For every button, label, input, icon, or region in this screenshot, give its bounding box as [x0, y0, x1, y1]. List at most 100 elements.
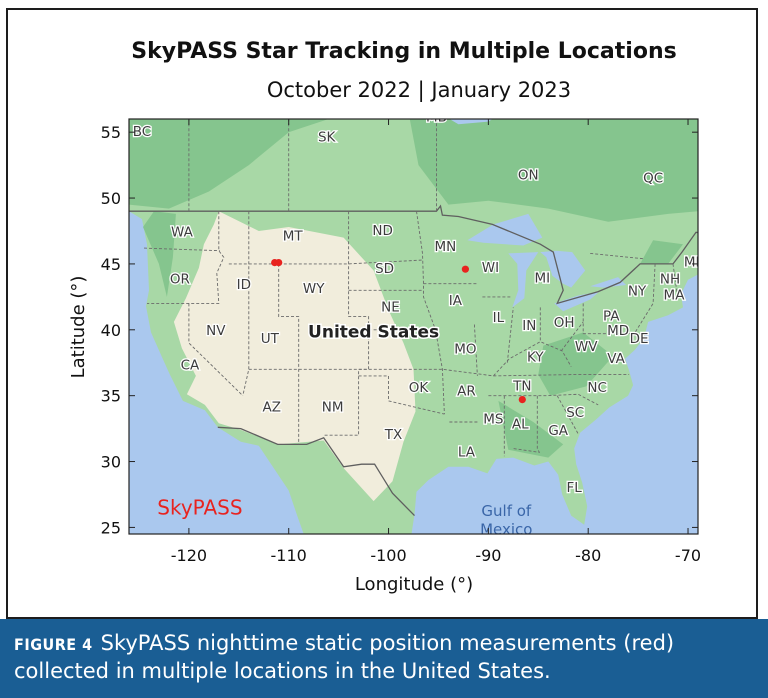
state-label: MN [435, 239, 457, 255]
forest-region [143, 211, 176, 297]
state-label: TX [384, 427, 403, 443]
caption-text: SkyPASS nighttime static position measur… [14, 631, 675, 683]
state-label: MI [534, 270, 550, 286]
forest-region [538, 332, 614, 396]
lake [449, 119, 493, 125]
basemap-labels: BC SK MB ON QC WA MT ND MN ME OR ID SD WI MI NH WY NY MA NE… [132, 110, 704, 539]
figure-caption: FIGURE 4 SkyPASS nighttime static positio… [0, 619, 768, 698]
state-label: PA [603, 309, 620, 325]
state-label: GA [548, 423, 568, 439]
state-label: NM [322, 400, 344, 416]
state-label: IA [449, 293, 463, 309]
basemap [129, 119, 698, 534]
state-label: MS [483, 411, 503, 427]
state-border [590, 252, 644, 260]
y-tick-label: 40 [101, 321, 121, 340]
y-tick-label: 45 [101, 255, 121, 274]
forest-region [498, 400, 564, 458]
state-label: OH [554, 315, 575, 331]
water-label: Gulf of [481, 502, 532, 520]
state-border [322, 211, 370, 436]
chart-subtitle: October 2022 | January 2023 [267, 78, 571, 103]
state-label: UT [261, 331, 280, 347]
arid-region [173, 211, 416, 502]
state-border [416, 211, 445, 415]
skypass-annotation: SkyPASS [157, 496, 242, 520]
y-axis: 25 30 35 40 45 50 55 [101, 123, 698, 537]
state-border [560, 321, 584, 352]
state-label: QC [643, 170, 663, 186]
state-label: SD [375, 261, 394, 277]
state-label: AZ [262, 400, 280, 416]
state-label: ME [684, 255, 704, 271]
x-tick-label: -90 [475, 546, 501, 565]
forest-region [129, 119, 329, 209]
x-tick-label: -100 [370, 546, 406, 565]
state-label: DE [630, 331, 649, 347]
state-border [506, 307, 514, 363]
state-border [358, 375, 445, 415]
state-label: NH [660, 272, 680, 288]
forest-region [409, 119, 698, 222]
y-tick-label: 50 [101, 189, 121, 208]
state-label: MA [664, 288, 686, 304]
state-label: OK [409, 380, 430, 396]
state-label: WV [575, 339, 598, 355]
state-label: NE [381, 299, 400, 315]
state-border [488, 393, 599, 406]
y-tick-label: 30 [101, 453, 121, 472]
state-label: ND [372, 223, 393, 239]
state-label: MO [454, 342, 476, 358]
state-border [278, 263, 300, 445]
state-label: WI [482, 260, 499, 276]
forest-region [640, 240, 683, 264]
state-border [556, 395, 579, 435]
state-label: CA [181, 357, 200, 373]
lake [540, 250, 586, 288]
country-border [217, 426, 415, 517]
chart-title: SkyPASS Star Tracking in Multiple Locati… [131, 39, 676, 64]
state-label: SC [566, 405, 584, 421]
state-border [242, 211, 250, 396]
state-label: FL [567, 480, 583, 496]
data-point [461, 265, 469, 273]
data-point [518, 396, 526, 404]
country-border [129, 204, 698, 305]
x-axis-label: Longitude (°) [355, 574, 473, 595]
data-point [275, 259, 283, 267]
water-label: Mexico [480, 521, 532, 539]
state-label: NC [587, 380, 607, 396]
state-label: BC [133, 124, 151, 140]
state-label: IN [522, 318, 536, 334]
x-tick-label: -110 [271, 546, 307, 565]
state-border [582, 303, 631, 335]
x-tick-label: -120 [171, 546, 207, 565]
state-border [473, 324, 478, 376]
lake [590, 277, 627, 288]
state-label: IL [493, 310, 505, 326]
state-label: TN [512, 378, 531, 394]
chart-figure: SkyPASS Star Tracking in Multiple Locati… [68, 39, 704, 595]
state-border [147, 211, 225, 304]
state-border [248, 368, 630, 377]
x-tick-label: -70 [675, 546, 701, 565]
y-axis-label: Latitude (°) [68, 276, 89, 379]
state-label: WA [171, 224, 194, 240]
state-border [512, 395, 541, 453]
state-border [634, 263, 656, 333]
state-label: KY [527, 350, 544, 366]
state-label: MT [283, 228, 304, 244]
y-tick-label: 55 [101, 123, 121, 142]
state-label: VA [607, 351, 625, 367]
lake [554, 291, 600, 312]
lake [508, 252, 539, 308]
y-tick-label: 35 [101, 387, 121, 406]
caption-label: FIGURE 4 [14, 635, 93, 654]
state-label: MD [607, 323, 629, 339]
country-label: United States [308, 322, 439, 342]
state-border [143, 247, 220, 252]
state-label: ID [237, 277, 251, 293]
state-label: AR [457, 384, 476, 400]
state-label: NV [206, 323, 226, 339]
state-label: MB [426, 110, 447, 126]
